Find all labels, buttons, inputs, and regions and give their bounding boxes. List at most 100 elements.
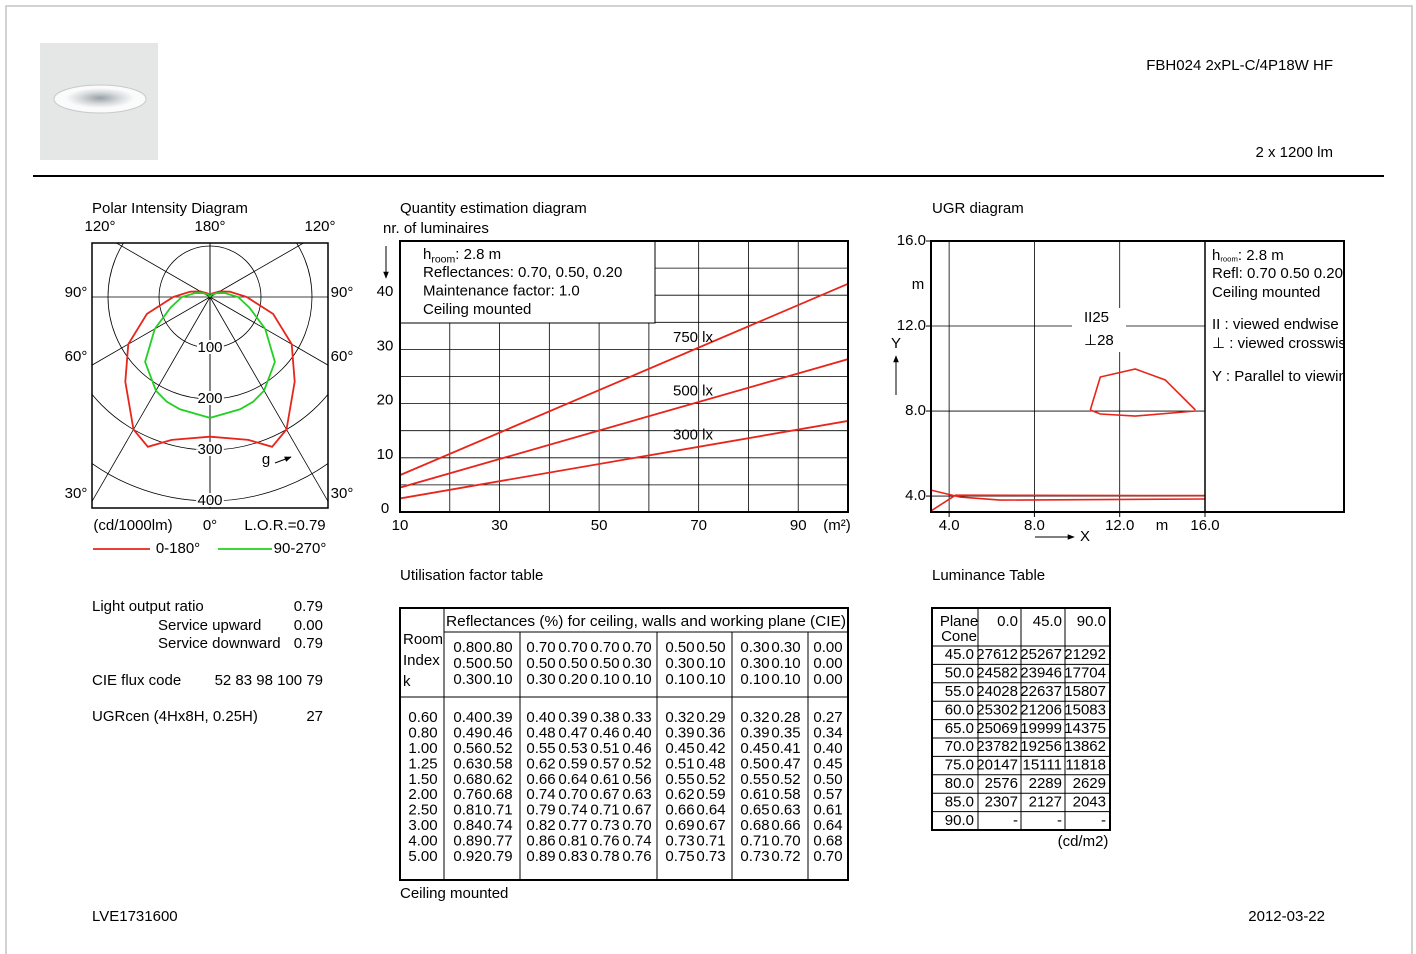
utilisation-cell: 0.59	[558, 755, 587, 772]
utilisation-cell: 0.79	[483, 848, 512, 865]
polar-frame	[91, 242, 329, 509]
utilisation-cell: 0.78	[590, 848, 619, 865]
table-header: Index	[403, 652, 440, 669]
utilisation-cell: 0.55	[740, 771, 769, 788]
room-index-cell: 4.00	[408, 833, 437, 850]
quantity-frame	[399, 240, 849, 513]
table-header: Reflectances (%) for ceiling, walls and …	[446, 613, 846, 630]
reflectance-cell: 0.30	[665, 655, 694, 672]
legend-label: 0-180°	[156, 540, 200, 557]
utilisation-cell: 0.40	[813, 740, 842, 757]
luminance-cell: 22637	[1020, 683, 1062, 700]
utilisation-cell: 0.56	[622, 771, 651, 788]
utilisation-cell: 0.47	[558, 724, 587, 741]
utilisation-cell: 0.70	[771, 833, 800, 850]
y-tick-label: 0	[381, 500, 389, 517]
reflectance-cell: 0.10	[740, 671, 769, 688]
cone-cell: 75.0	[945, 757, 974, 774]
note-line: Maintenance factor: 1.0	[423, 282, 580, 299]
ugr-contour	[1090, 409, 1196, 417]
utilisation-cell: 0.81	[558, 833, 587, 850]
utilisation-cell: 0.68	[740, 817, 769, 834]
utilisation-cell: 0.50	[740, 755, 769, 772]
x-tick-label: 70	[690, 517, 707, 534]
y-tick-label: 8.0	[905, 402, 926, 419]
reflectance-cell: 0.10	[696, 671, 725, 688]
cone-cell: 85.0	[945, 793, 974, 810]
luminance-cell: 17704	[1064, 665, 1106, 682]
luminance-cell: 20147	[976, 757, 1018, 774]
info-value: 27	[306, 708, 323, 725]
utilisation-cell: 0.29	[696, 709, 725, 726]
utilisation-cell: 0.49	[453, 724, 482, 741]
axis-label: Y	[891, 335, 901, 352]
table-frame	[931, 607, 1111, 831]
reflectance-cell: 0.50	[558, 655, 587, 672]
utilisation-cell: 0.73	[696, 848, 725, 865]
utilisation-cell: 0.69	[665, 817, 694, 834]
utilisation-cell: 0.36	[696, 724, 725, 741]
utilisation-cell: 0.42	[696, 740, 725, 757]
info-label: Service upward	[158, 617, 261, 634]
room-index-cell: 1.25	[408, 755, 437, 772]
utilisation-cell: 0.52	[696, 771, 725, 788]
reflectance-cell: 0.50	[665, 639, 694, 656]
utilisation-cell: 0.70	[622, 817, 651, 834]
x-tick-label: 4.0	[939, 517, 960, 534]
document-title: FBH024 2xPL-C/4P18W HF	[1146, 57, 1333, 74]
table-header: 45.0	[1033, 613, 1062, 630]
utilisation-cell: 0.82	[526, 817, 555, 834]
utilisation-cell: 0.76	[590, 833, 619, 850]
info-value: 52 83 98 100 79	[215, 672, 323, 689]
intensity-curve	[209, 292, 276, 419]
utilisation-cell: 0.39	[665, 724, 694, 741]
info-label: CIE flux code	[92, 672, 181, 689]
luminaire-line	[400, 358, 848, 489]
table-note: Ceiling mounted	[400, 885, 508, 902]
document-date: 2012-03-22	[1248, 908, 1325, 925]
radial-tick-label: 400	[197, 492, 222, 509]
angle-label: 180°	[194, 218, 225, 235]
utilisation-cell: 0.77	[558, 817, 587, 834]
luminance-cell: 25069	[976, 720, 1018, 737]
luminance-cell: -	[1101, 812, 1106, 829]
x-tick-label: 10	[392, 517, 409, 534]
utilisation-cell: 0.53	[558, 740, 587, 757]
luminance-cell: 11818	[1065, 757, 1106, 774]
reflectance-cell: 0.00	[813, 639, 842, 656]
utilisation-cell: 0.32	[665, 709, 694, 726]
utilisation-cell: 0.86	[526, 833, 555, 850]
line-label: 300 lx	[673, 427, 714, 444]
x-tick-label: 90	[790, 517, 807, 534]
reflectance-cell: 0.30	[740, 655, 769, 672]
intensity-curve	[124, 290, 211, 448]
luminance-cell: 15111	[1023, 757, 1063, 774]
intensity-curve	[144, 292, 211, 419]
utilisation-cell: 0.45	[665, 740, 694, 757]
utilisation-cell: 0.51	[665, 755, 694, 772]
angle-label: 60°	[65, 348, 88, 365]
cone-cell: 60.0	[945, 701, 974, 718]
luminance-cell: 15083	[1064, 701, 1106, 718]
info-label: Light output ratio	[92, 598, 204, 615]
note-text: : 2.8 m	[1238, 247, 1284, 264]
utilisation-cell: 0.47	[771, 755, 800, 772]
reflectance-cell: 0.30	[771, 639, 800, 656]
angle-label: 120°	[304, 218, 335, 235]
utilisation-cell: 0.89	[453, 833, 482, 850]
utilisation-cell: 0.72	[771, 848, 800, 865]
utilisation-cell: 0.45	[813, 755, 842, 772]
utilisation-cell: 0.51	[590, 740, 619, 757]
axis-label: nr. of luminaires	[383, 220, 489, 237]
product-photo	[40, 43, 158, 160]
reflectance-cell: 0.70	[526, 639, 555, 656]
luminance-cell: 15807	[1064, 683, 1106, 700]
utilisation-cell: 0.55	[665, 771, 694, 788]
utilisation-cell: 0.74	[483, 817, 512, 834]
room-index-cell: 3.00	[408, 817, 437, 834]
unit-label: (m²)	[823, 517, 850, 534]
reflectance-cell: 0.00	[813, 671, 842, 688]
info-value: 0.00	[294, 617, 323, 634]
utilisation-cell: 0.58	[771, 786, 800, 803]
reflectance-cell: 0.10	[622, 671, 651, 688]
